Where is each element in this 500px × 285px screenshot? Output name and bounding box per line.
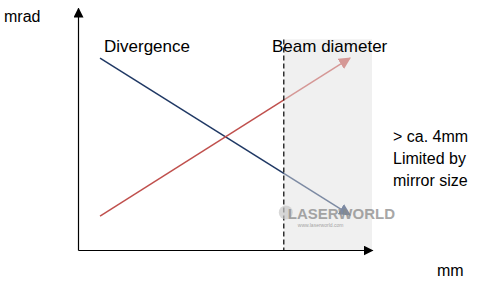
y-axis bbox=[78, 9, 79, 251]
x-axis-line bbox=[79, 250, 373, 251]
x-axis bbox=[79, 250, 373, 251]
series-label: Divergence bbox=[104, 37, 190, 56]
series-label: Beam diameter bbox=[272, 37, 388, 56]
y-axis-line bbox=[78, 9, 79, 251]
annotation: > ca. 4mm bbox=[393, 128, 468, 145]
x-axis-label: mm bbox=[437, 262, 464, 279]
watermark-url: www.laserworld.com bbox=[298, 222, 344, 228]
annotation: Limited by bbox=[393, 150, 466, 167]
chart: LASERWORLDwww.laserworld.com mrad mm Diverg… bbox=[0, 0, 500, 285]
y-axis-label: mrad bbox=[4, 8, 40, 25]
annotation: mirror size bbox=[393, 172, 468, 189]
watermark: LASERWORLD bbox=[288, 205, 395, 222]
